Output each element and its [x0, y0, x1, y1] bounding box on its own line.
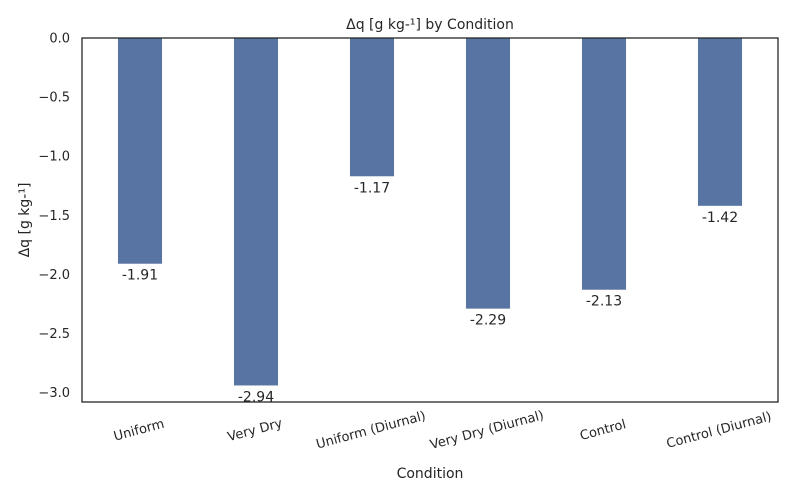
bar-0: [117, 38, 163, 264]
data-label-0: -1.91: [122, 268, 158, 284]
plot-frame: [81, 37, 779, 403]
y-tick-label-5: −2.5: [38, 327, 70, 342]
bar-3: [465, 38, 511, 309]
data-labels-group: -1.91 -2.94 -1.17 -2.29 -2.13 -1.42: [122, 180, 738, 405]
bar-4: [581, 38, 627, 290]
y-tick-label-0: 0.0: [49, 32, 70, 47]
bar-1: [233, 38, 279, 386]
y-axis-ticks: 0.0 −0.5 −1.0 −1.5 −2.0 −2.5 −3.0: [38, 32, 70, 402]
bar-2: [349, 38, 395, 177]
y-tick-label-2: −1.0: [38, 150, 70, 165]
y-tick-label-1: −0.5: [38, 91, 70, 106]
data-label-4: -2.13: [586, 294, 622, 310]
y-tick-label-3: −1.5: [38, 209, 70, 224]
x-tick-label-3: Very Dry (Diurnal): [429, 408, 546, 453]
bars-group: [117, 38, 743, 386]
data-label-5: -1.42: [702, 210, 738, 226]
x-axis-ticks: Uniform Very Dry Uniform (Diurnal) Very Dry…: [112, 408, 773, 453]
data-label-1: -2.94: [238, 389, 274, 405]
data-label-2: -1.17: [354, 180, 390, 196]
x-tick-label-0: Uniform: [112, 417, 166, 445]
data-label-3: -2.29: [470, 313, 506, 329]
x-tick-label-5: Control (Diurnal): [665, 409, 773, 451]
y-axis-title: Δq [g kg-¹]: [17, 183, 33, 258]
y-tick-label-4: −2.0: [38, 268, 70, 283]
x-axis-title: Condition: [397, 466, 464, 482]
y-tick-label-6: −3.0: [38, 386, 70, 401]
bar-5: [697, 38, 743, 206]
x-tick-label-4: Control: [578, 417, 627, 444]
chart-title: Δq [g kg-¹] by Condition: [346, 17, 514, 33]
x-tick-label-2: Uniform (Diurnal): [315, 409, 428, 453]
x-tick-label-1: Very Dry: [226, 416, 284, 445]
